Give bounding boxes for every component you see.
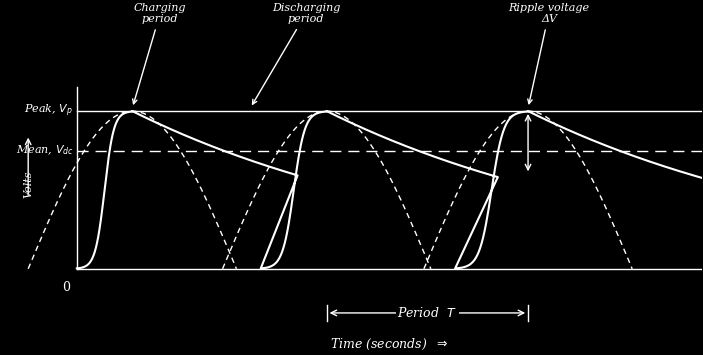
Text: Discharging
period: Discharging period bbox=[252, 3, 340, 104]
Text: Charging
period: Charging period bbox=[133, 3, 186, 104]
Text: Volts: Volts bbox=[23, 170, 33, 198]
Text: Period  $T$: Period $T$ bbox=[397, 306, 458, 320]
Text: Ripple voltage
ΔV: Ripple voltage ΔV bbox=[508, 3, 589, 104]
Text: Time (seconds)  $\Rightarrow$: Time (seconds) $\Rightarrow$ bbox=[330, 337, 449, 352]
Text: Peak, $V_p$: Peak, $V_p$ bbox=[25, 103, 73, 119]
Text: Mean, $V_{dc}$: Mean, $V_{dc}$ bbox=[15, 144, 73, 157]
Text: 0: 0 bbox=[63, 282, 70, 294]
